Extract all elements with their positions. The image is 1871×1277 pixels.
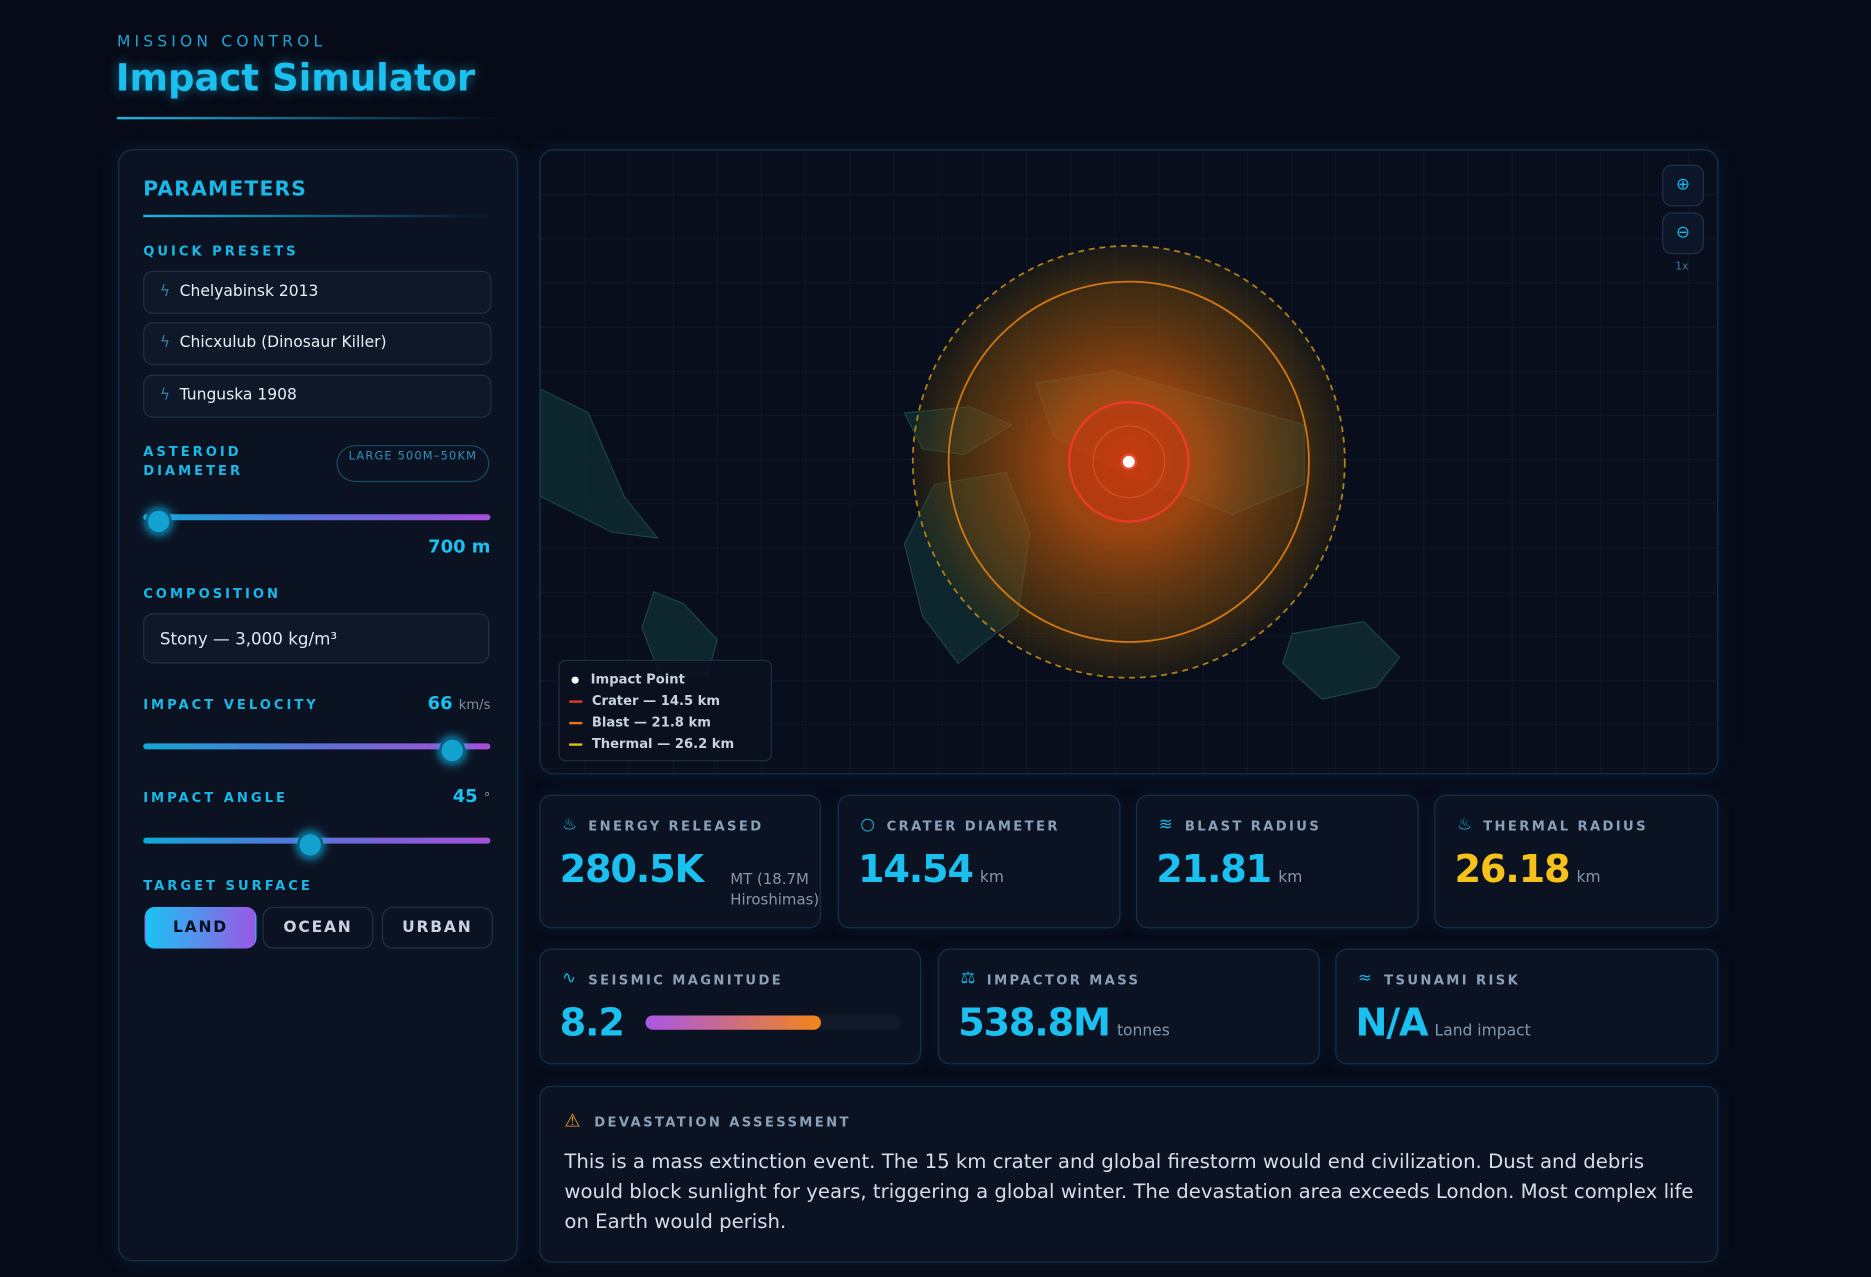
eyebrow: MISSION CONTROL xyxy=(116,33,327,52)
stat-value: 26.18 xyxy=(1454,846,1571,892)
stat-card: ⚖ IMPACTOR MASS 538.8M tonnes xyxy=(937,948,1320,1065)
panel-underline xyxy=(143,214,490,218)
magnitude-fill xyxy=(645,1015,821,1030)
diameter-slider[interactable] xyxy=(143,514,491,521)
stat-value: 280.5K xyxy=(559,846,704,892)
blast-ring xyxy=(947,280,1310,643)
stat-label: SEISMIC MAGNITUDE xyxy=(588,972,784,989)
app-title: Impact Simulator xyxy=(115,57,476,101)
preset-text: Tunguska 1908 xyxy=(179,386,297,405)
target-label: TARGET SURFACE xyxy=(143,878,313,894)
slider-thumb[interactable] xyxy=(297,831,324,858)
size-badge: LARGE 500M–50KM xyxy=(336,445,490,483)
legend-entry: Impact Point xyxy=(590,671,685,688)
stat-card: ≋ BLAST RADIUS 21.81 km xyxy=(1135,794,1419,929)
stat-label: TSUNAMI RISK xyxy=(1384,972,1521,989)
stat-label: THERMAL RADIUS xyxy=(1483,818,1648,835)
target-option[interactable]: LAND xyxy=(144,906,257,949)
stat-unit: km xyxy=(979,868,1005,887)
diameter-value: 700 m xyxy=(428,535,491,558)
legend-entry: Blast — 21.8 km xyxy=(591,714,711,731)
preset-text: Chelyabinsk 2013 xyxy=(179,282,319,301)
zoom-level: 1x xyxy=(1675,261,1689,274)
stat-card: ♨ THERMAL RADIUS 26.18 km xyxy=(1434,794,1719,929)
preset-button[interactable]: ϟ Tunguska 1908 xyxy=(143,374,492,418)
map-legend: Impact Point Crater — 14.5 km Blast — 21… xyxy=(558,659,773,762)
legend-entry: Crater — 14.5 km xyxy=(591,693,721,709)
velocity-slider[interactable] xyxy=(143,743,491,750)
assessment-text: This is a mass extinction event. The 15 … xyxy=(564,1150,1694,1233)
zoom-out[interactable]: ⊖ xyxy=(1662,212,1704,255)
stat-unit: Land impact xyxy=(1434,1022,1531,1041)
stat-unit: tonnes xyxy=(1116,1022,1170,1041)
velocity-unit: km/s xyxy=(458,696,491,713)
slider-thumb[interactable] xyxy=(145,508,172,535)
magnitude-track xyxy=(645,1015,901,1030)
assessment-card: ⚠ DEVASTATION ASSESSMENT This is a mass … xyxy=(539,1085,1719,1263)
stat-label: ENERGY RELEASED xyxy=(588,818,764,835)
composition-label: COMPOSITION xyxy=(143,585,281,602)
target-option[interactable]: URBAN xyxy=(381,906,493,949)
zoom-in[interactable]: ⊕ xyxy=(1662,164,1704,207)
legend-entry: Thermal — 26.2 km xyxy=(591,736,735,752)
title-underline xyxy=(116,116,502,120)
stat-unit: km xyxy=(1278,868,1303,887)
angle-unit: ° xyxy=(483,789,491,806)
diameter-label: ASTEROID DIAMETER xyxy=(143,443,244,479)
stat-label: BLAST RADIUS xyxy=(1184,818,1322,835)
panel-title: PARAMETERS xyxy=(143,177,308,202)
preset-text: Chicxulub (Dinosaur Killer) xyxy=(179,334,387,353)
thermal-ring xyxy=(911,244,1346,679)
target-option[interactable]: OCEAN xyxy=(262,906,374,949)
velocity-value: 66 xyxy=(427,692,453,714)
impact-point xyxy=(1120,453,1138,471)
angle-label: IMPACT ANGLE xyxy=(143,789,288,806)
stat-card: ○ CRATER DIAMETER 14.54 km xyxy=(837,794,1121,929)
stat-card: ≈ TSUNAMI RISK N/A Land impact xyxy=(1335,948,1719,1065)
stat-card: ♨ ENERGY RELEASED 280.5K MT (18.7M Hiroshim… xyxy=(539,794,821,929)
stat-value: 538.8M xyxy=(958,999,1111,1046)
stat-unit: km xyxy=(1576,868,1601,887)
stat-value: 14.54 xyxy=(857,846,974,892)
assessment-title: DEVASTATION ASSESSMENT xyxy=(594,1114,851,1130)
stat-unit: MT (18.7M Hiroshimas) xyxy=(730,869,820,909)
presets-label: QUICK PRESETS xyxy=(143,243,299,259)
stat-card: ∿ SEISMIC MAGNITUDE 8.2 xyxy=(539,948,922,1065)
stat-label: CRATER DIAMETER xyxy=(886,818,1060,835)
crater-inner xyxy=(1092,425,1166,499)
stat-label: IMPACTOR MASS xyxy=(986,972,1141,989)
slider-thumb[interactable] xyxy=(439,737,466,764)
stat-value: 8.2 xyxy=(559,999,625,1046)
stat-value: N/A xyxy=(1355,999,1429,1046)
composition-select[interactable]: Stony — 3,000 kg/m³ xyxy=(143,613,490,664)
velocity-label: IMPACT VELOCITY xyxy=(143,696,319,713)
stat-value: 21.81 xyxy=(1156,846,1272,892)
preset-button[interactable]: ϟ Chelyabinsk 2013 xyxy=(143,270,492,314)
preset-button[interactable]: ϟ Chicxulub (Dinosaur Killer) xyxy=(143,322,492,366)
angle-value: 45 xyxy=(452,785,478,807)
